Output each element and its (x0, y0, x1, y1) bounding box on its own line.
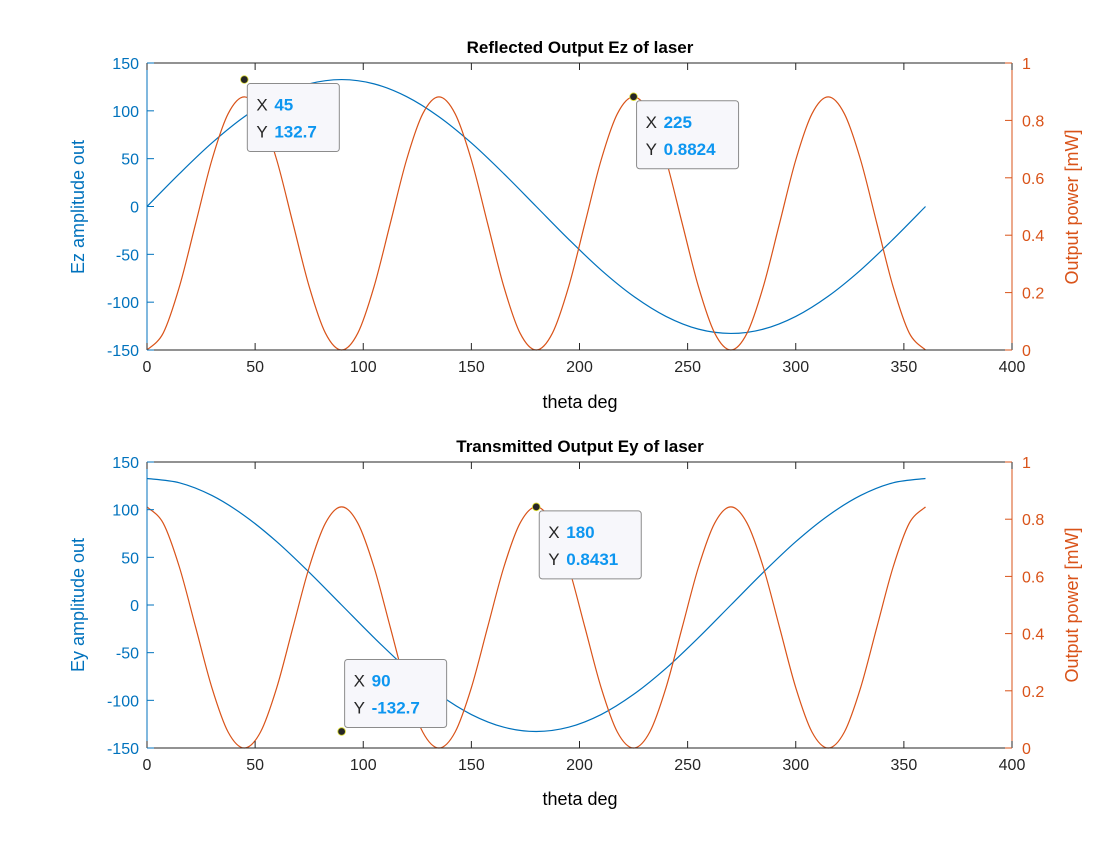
datatip-marker (337, 727, 346, 736)
datatip: X 180 Y 0.8431 (532, 502, 642, 580)
right-y-tick-label: 0 (1022, 741, 1031, 758)
datatip-x-label: X (256, 96, 267, 115)
x-tick-label: 200 (566, 757, 593, 774)
right-y-tick-label: 1 (1022, 56, 1031, 73)
datatip-x-label: X (354, 672, 365, 691)
left-y-tick-label: -100 (107, 295, 139, 312)
left-y-tick-label: -50 (116, 646, 139, 663)
datatip-y-label: Y (256, 123, 267, 142)
chart-title: Reflected Output Ez of laser (467, 38, 694, 57)
chart-title: Transmitted Output Ey of laser (456, 437, 704, 456)
x-tick-label: 100 (350, 359, 377, 376)
datatip-x-value: 225 (664, 113, 692, 132)
x-tick-label: 400 (999, 757, 1026, 774)
amplitude-series-line (146, 477, 926, 733)
left-y-axis-label: Ey amplitude out (68, 538, 88, 672)
right-y-tick-label: 0.4 (1022, 228, 1044, 245)
right-y-axis-label: Output power [mW] (1062, 129, 1082, 284)
datatip: X 90 Y -132.7 (337, 659, 448, 736)
left-y-tick-label: 0 (130, 200, 139, 217)
datatip-marker (532, 502, 541, 512)
left-y-tick-label: 100 (112, 503, 139, 520)
x-tick-label: 300 (782, 757, 809, 774)
x-tick-label: 0 (143, 757, 152, 774)
x-tick-label: 300 (782, 359, 809, 376)
right-y-axis-label: Output power [mW] (1062, 527, 1082, 682)
datatip-x-value: 90 (372, 672, 391, 691)
datatip-x-label: X (646, 113, 657, 132)
left-y-tick-label: 150 (112, 56, 139, 73)
x-tick-label: 50 (246, 757, 264, 774)
datatip-x-value: 180 (566, 523, 594, 542)
right-y-tick-label: 0.2 (1022, 286, 1044, 303)
x-axis-label: theta deg (542, 392, 617, 412)
x-tick-label: 100 (350, 757, 377, 774)
datatip-y-label: Y (354, 699, 365, 718)
left-y-tick-label: 50 (121, 550, 139, 567)
datatip-marker (240, 75, 249, 84)
datatip-box (538, 510, 642, 580)
right-y-tick-label: 0.4 (1022, 627, 1044, 644)
left-y-tick-label: -150 (107, 343, 139, 360)
x-tick-label: 200 (566, 359, 593, 376)
x-tick-label: 400 (999, 359, 1026, 376)
datatip-y-value: 0.8431 (566, 550, 618, 569)
right-y-tick-label: 1 (1022, 455, 1031, 472)
datatip-box (636, 100, 740, 170)
datatip: X 225 Y 0.8824 (629, 92, 740, 170)
datatip-box (344, 659, 448, 729)
x-tick-label: 0 (143, 359, 152, 376)
datatip-y-label: Y (646, 140, 657, 159)
x-tick-label: 350 (891, 757, 918, 774)
left-y-tick-label: -100 (107, 693, 139, 710)
datatip-box (246, 83, 340, 153)
datatip-y-value: 132.7 (274, 123, 317, 142)
x-tick-label: 250 (674, 757, 701, 774)
x-tick-label: 150 (458, 359, 485, 376)
datatip-y-value: -132.7 (372, 699, 420, 718)
right-y-tick-label: 0 (1022, 343, 1031, 360)
left-y-tick-label: -50 (116, 247, 139, 264)
left-y-tick-label: -150 (107, 741, 139, 758)
transmitted-chart: Transmitted Output Ey of laser theta deg… (68, 437, 1082, 809)
datatip-x-value: 45 (274, 96, 293, 115)
datatip-marker (629, 92, 638, 101)
datatip: X 45 Y 132.7 (240, 75, 340, 153)
right-y-tick-label: 0.2 (1022, 684, 1044, 701)
right-y-tick-label: 0.6 (1022, 171, 1044, 188)
left-y-tick-label: 50 (121, 152, 139, 169)
left-y-axis-label: Ez amplitude out (68, 140, 88, 274)
left-y-tick-label: 100 (112, 104, 139, 121)
right-y-tick-label: 0.8 (1022, 512, 1044, 529)
x-tick-label: 50 (246, 359, 264, 376)
reflected-chart: Reflected Output Ez of laser theta deg E… (68, 38, 1082, 412)
right-y-tick-label: 0.8 (1022, 113, 1044, 130)
datatip-y-value: 0.8824 (664, 140, 717, 159)
left-y-tick-label: 150 (112, 455, 139, 472)
x-tick-label: 250 (674, 359, 701, 376)
right-y-tick-label: 0.6 (1022, 569, 1044, 586)
x-tick-label: 150 (458, 757, 485, 774)
datatip-y-label: Y (548, 550, 559, 569)
left-y-tick-label: 0 (130, 598, 139, 615)
x-axis-label: theta deg (542, 789, 617, 809)
datatip-x-label: X (548, 523, 559, 542)
x-tick-label: 350 (891, 359, 918, 376)
